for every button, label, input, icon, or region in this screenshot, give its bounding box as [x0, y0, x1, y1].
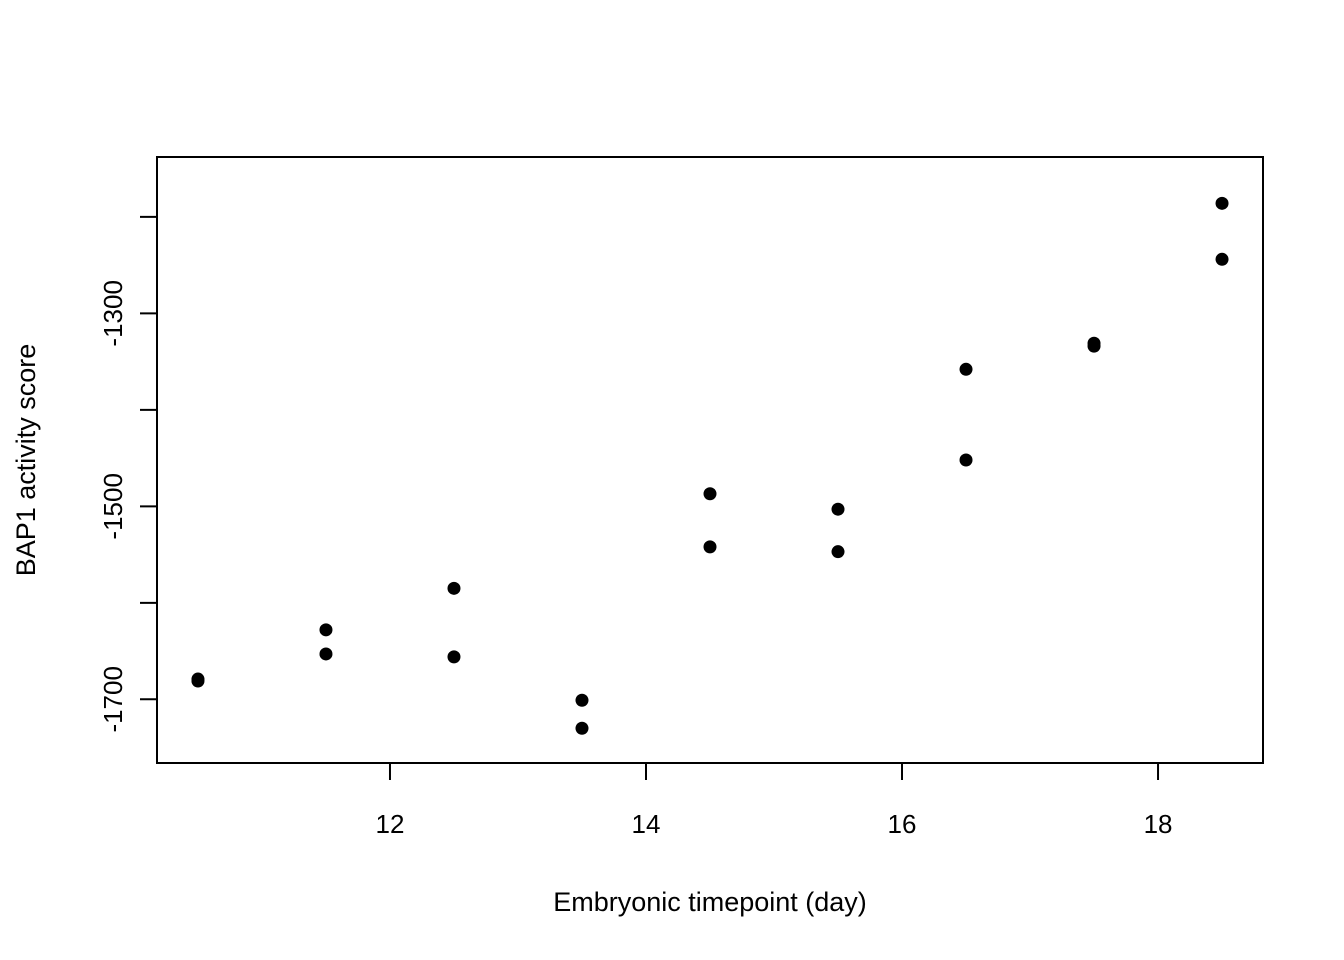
data-point — [959, 453, 973, 467]
y-axis: -1700 -1500 -1300 — [98, 215, 157, 733]
y-tick-label: -1300 — [98, 280, 128, 347]
x-tick-label: 18 — [1144, 809, 1173, 839]
data-point — [831, 545, 845, 559]
x-tick-label: 16 — [888, 809, 917, 839]
data-point — [447, 650, 461, 664]
plot-frame — [156, 156, 1264, 764]
y-tick-label: -1500 — [98, 473, 128, 540]
data-point — [959, 362, 973, 376]
data-points — [191, 196, 1229, 735]
data-point — [1215, 252, 1229, 266]
data-point — [703, 487, 717, 501]
data-point — [191, 674, 205, 688]
data-point — [575, 693, 589, 707]
data-point — [319, 623, 333, 637]
y-axis-title: BAP1 activity score — [11, 344, 41, 577]
data-point — [1087, 336, 1101, 350]
data-point — [575, 721, 589, 735]
data-point — [319, 647, 333, 661]
x-tick-label: 12 — [376, 809, 405, 839]
x-axis-title: Embryonic timepoint (day) — [553, 887, 867, 917]
y-tick-label: -1700 — [98, 666, 128, 733]
data-point — [447, 581, 461, 595]
x-axis: 12 14 16 18 — [376, 763, 1173, 839]
data-point — [831, 502, 845, 516]
data-point — [703, 540, 717, 554]
data-point — [1215, 196, 1229, 210]
x-tick-label: 14 — [632, 809, 661, 839]
